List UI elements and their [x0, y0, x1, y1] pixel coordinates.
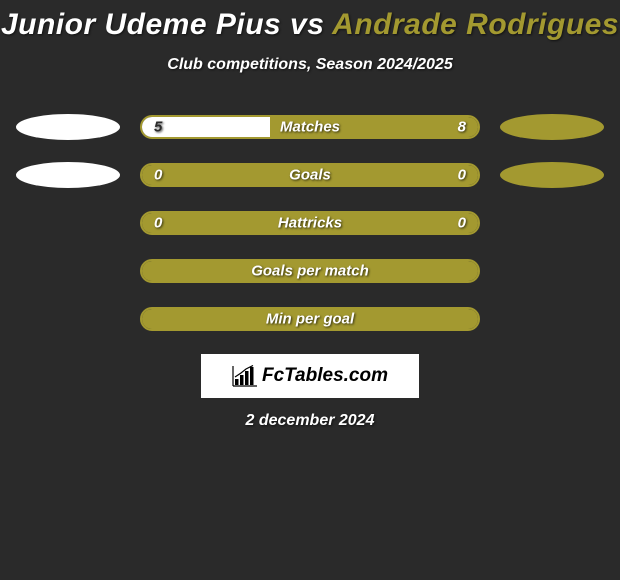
stat-bar: Goals per match [140, 259, 480, 283]
stat-label: Hattricks [278, 215, 342, 232]
stat-rows: Matches 5 8 Goals 0 0 Hattricks 0 0 Goals per mat… [0, 114, 620, 332]
player2-name: Andrade Rodrigues [332, 8, 619, 41]
stat-row: Hattricks 0 0 [0, 210, 620, 236]
date: 2 december 2024 [0, 412, 620, 430]
stat-label: Matches [280, 119, 340, 136]
player2-oval [500, 162, 604, 188]
stat-value-left: 5 [154, 119, 162, 136]
logo-box: FcTables.com [201, 354, 419, 398]
stat-value-left: 0 [154, 215, 162, 232]
player1-oval [16, 162, 120, 188]
stat-row: Min per goal [0, 306, 620, 332]
stat-label: Min per goal [266, 311, 354, 328]
stat-row: Matches 5 8 [0, 114, 620, 140]
chart-icon [232, 365, 258, 387]
stat-bar: Matches 5 8 [140, 115, 480, 139]
subtitle: Club competitions, Season 2024/2025 [0, 56, 620, 74]
comparison-infographic: Junior Udeme Pius vs Andrade Rodrigues C… [0, 0, 620, 430]
stat-label: Goals [289, 167, 331, 184]
stat-value-right: 8 [458, 119, 466, 136]
stat-value-right: 0 [458, 215, 466, 232]
player1-name: Junior Udeme Pius [1, 8, 281, 41]
stat-value-left: 0 [154, 167, 162, 184]
stat-row: Goals per match [0, 258, 620, 284]
stat-bar: Goals 0 0 [140, 163, 480, 187]
stat-bar: Min per goal [140, 307, 480, 331]
player1-oval [16, 114, 120, 140]
logo-text: FcTables.com [262, 365, 388, 387]
page-title: Junior Udeme Pius vs Andrade Rodrigues [0, 8, 620, 42]
stat-label: Goals per match [251, 263, 369, 280]
player2-oval [500, 114, 604, 140]
stat-bar: Hattricks 0 0 [140, 211, 480, 235]
stat-row: Goals 0 0 [0, 162, 620, 188]
stat-value-right: 0 [458, 167, 466, 184]
vs-text: vs [290, 8, 324, 41]
